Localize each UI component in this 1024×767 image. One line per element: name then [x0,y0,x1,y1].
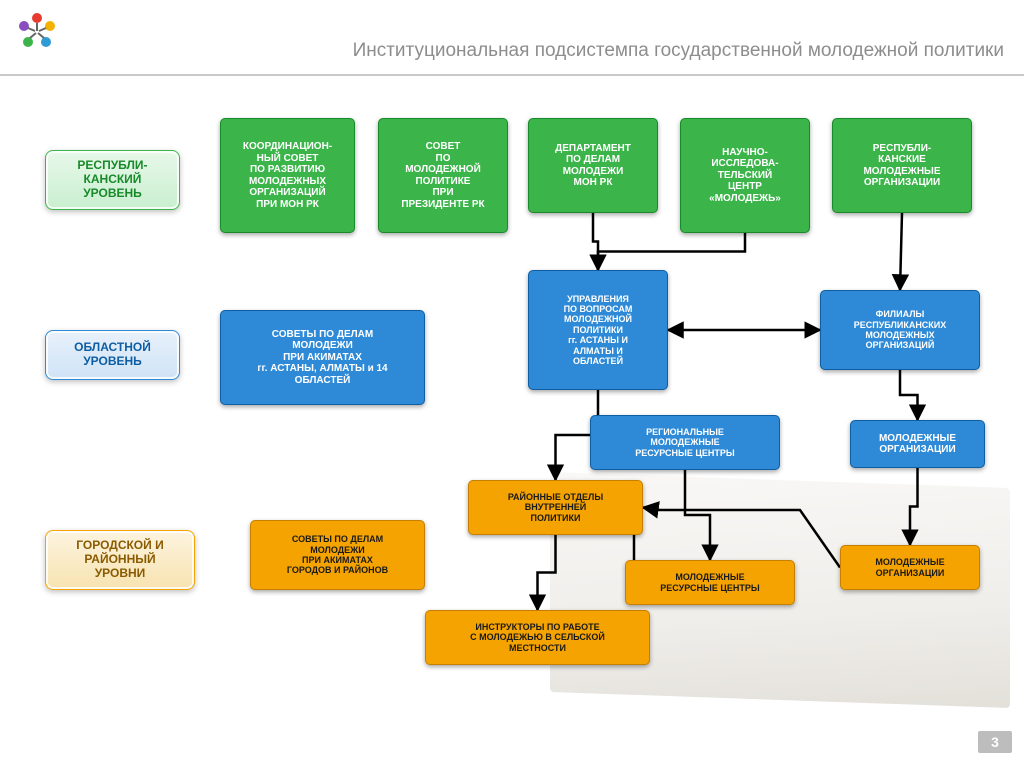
edge-g5-b3 [900,213,902,290]
flow-node-b2: УПРАВЛЕНИЯПО ВОПРОСАММОЛОДЕЖНОЙПОЛИТИКИг… [528,270,668,390]
flow-node-o1: СОВЕТЫ ПО ДЕЛАММОЛОДЕЖИПРИ АКИМАТАХГОРОД… [250,520,425,590]
flow-node-g5: РЕСПУБЛИ-КАНСКИЕМОЛОДЕЖНЫЕОРГАНИЗАЦИИ [832,118,972,213]
flow-node-lvl1: РЕСПУБЛИ-КАНСКИЙУРОВЕНЬ [45,150,180,210]
flow-node-o3: МОЛОДЕЖНЫЕРЕСУРСНЫЕ ЦЕНТРЫ [625,560,795,605]
flow-node-g4: НАУЧНО-ИССЛЕДОВА-ТЕЛЬСКИЙЦЕНТР«МОЛОДЕЖЬ» [680,118,810,233]
edge-g4-b2 [598,233,745,270]
logo [14,8,60,54]
flow-node-g3: ДЕПАРТАМЕНТПО ДЕЛАММОЛОДЕЖИМОН РК [528,118,658,213]
page-title: Институциональная подсистемпа государств… [120,40,1004,62]
flow-node-b1: СОВЕТЫ ПО ДЕЛАММОЛОДЕЖИПРИ АКИМАТАХгг. А… [220,310,425,405]
flow-node-g1: КООРДИНАЦИОН-НЫЙ СОВЕТПО РАЗВИТИЮМОЛОДЕЖ… [220,118,355,233]
flow-node-o4: МОЛОДЕЖНЫЕОРГАНИЗАЦИИ [840,545,980,590]
header-divider [0,74,1024,76]
flow-node-o5: ИНСТРУКТОРЫ ПО РАБОТЕС МОЛОДЕЖЬЮ В СЕЛЬС… [425,610,650,665]
flow-node-o2: РАЙОННЫЕ ОТДЕЛЫВНУТРЕННЕЙПОЛИТИКИ [468,480,643,535]
flow-node-b4: РЕГИОНАЛЬНЫЕМОЛОДЕЖНЫЕРЕСУРСНЫЕ ЦЕНТРЫ [590,415,780,470]
page: Институциональная подсистемпа государств… [0,0,1024,767]
header: Институциональная подсистемпа государств… [0,0,1024,80]
flow-node-lvl3: ГОРОДСКОЙ ИРАЙОННЫЙУРОВНИ [45,530,195,590]
edge-b3-b5 [900,370,918,420]
flow-node-b3: ФИЛИАЛЫРЕСПУБЛИКАНСКИХМОЛОДЕЖНЫХОРГАНИЗА… [820,290,980,370]
flow-node-b5: МОЛОДЕЖНЫЕОРГАНИЗАЦИИ [850,420,985,468]
edge-g3-b2 [593,213,598,270]
flow-node-g2: СОВЕТПОМОЛОДЕЖНОЙПОЛИТИКЕПРИПРЕЗИДЕНТЕ Р… [378,118,508,233]
flow-node-lvl2: ОБЛАСТНОЙУРОВЕНЬ [45,330,180,380]
page-number-badge: 3 [978,731,1012,753]
